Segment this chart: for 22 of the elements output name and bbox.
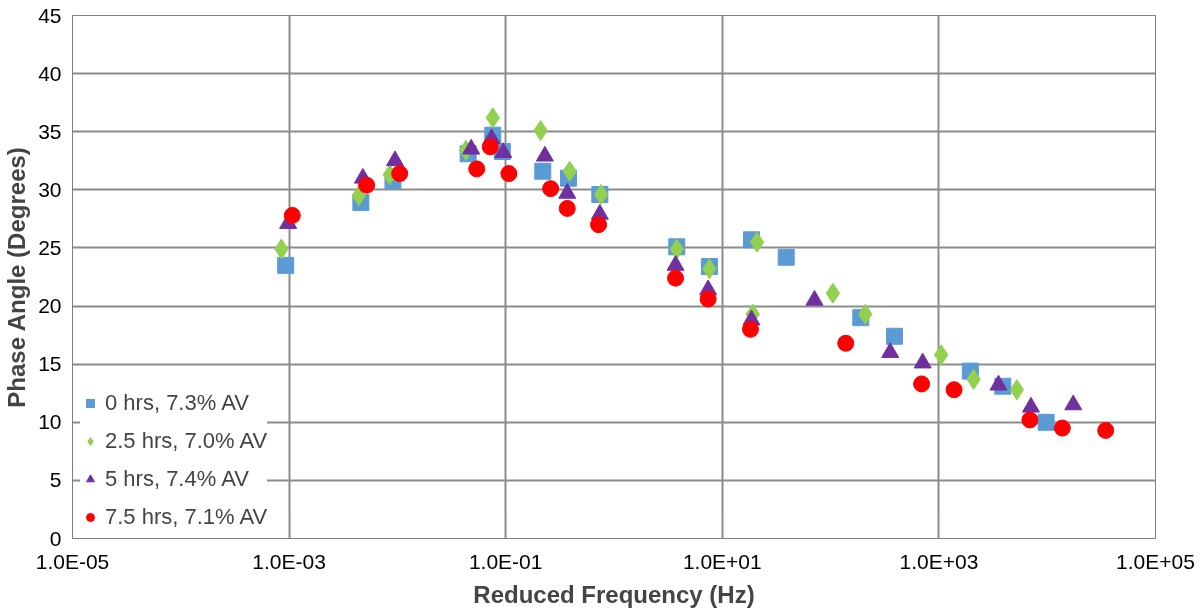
x-tick-label: 1.0E-05 <box>35 549 110 573</box>
x-tick-label: 1.0E+05 <box>1116 549 1195 573</box>
x-axis-title: Reduced Frequency (Hz) <box>473 580 755 608</box>
y-tick-label: 15 <box>38 352 62 376</box>
x-tick-label: 1.0E-03 <box>252 549 326 573</box>
y-tick-label: 0 <box>49 526 62 550</box>
y-tick-label: 40 <box>38 61 62 85</box>
x-tick-label: 1.0E+03 <box>899 549 979 573</box>
y-tick-label: 30 <box>38 177 62 201</box>
x-tick-label: 1.0E+01 <box>682 549 762 573</box>
y-tick-label: 35 <box>38 119 62 143</box>
legend-label: 7.5 hrs, 7.1% AV <box>105 504 268 530</box>
y-tick-label: 20 <box>38 294 62 318</box>
legend-label: 5 hrs, 7.4% AV <box>105 466 249 492</box>
legend-label: 0 hrs, 7.3% AV <box>105 390 249 416</box>
y-tick-label: 5 <box>49 468 62 492</box>
y-tick-label: 25 <box>38 235 62 259</box>
y-tick-label: 10 <box>38 410 62 434</box>
y-axis-title: Phase Angle (Degrees) <box>3 147 31 408</box>
y-tick-label: 45 <box>38 3 62 27</box>
legend-label: 2.5 hrs, 7.0% AV <box>105 428 268 454</box>
x-tick-label: 1.0E-01 <box>468 549 543 573</box>
